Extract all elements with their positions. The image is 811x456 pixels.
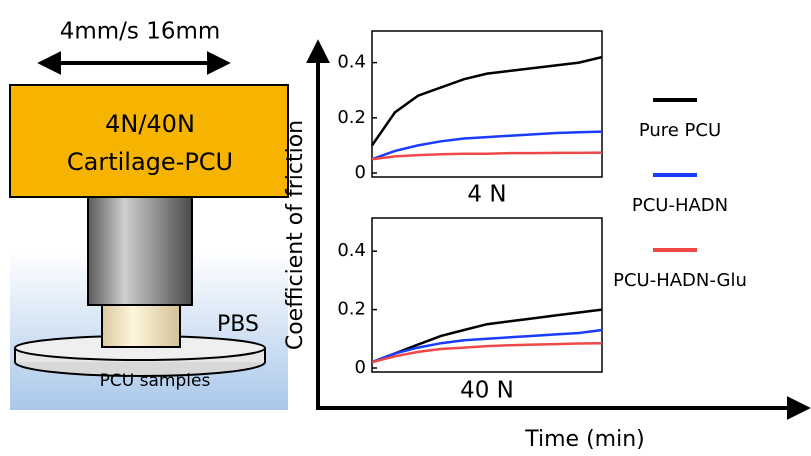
chart-title: 4 N [467, 182, 506, 208]
legend-label: Pure PCU [639, 120, 721, 141]
legend-label: PCU-HADN-Glu [613, 270, 747, 291]
series-line [371, 341, 603, 364]
y-tick-label: 0.4 [337, 52, 366, 73]
series-line [371, 308, 603, 364]
plot-frame [371, 217, 603, 373]
medium-label: PBS [217, 312, 259, 337]
legend-label: PCU-HADN [632, 195, 728, 216]
y-tick-label: 0.2 [337, 107, 366, 128]
y-tick-label: 0 [355, 357, 366, 378]
holder [87, 196, 193, 306]
y-axis-label: Coefficient of friction [283, 120, 308, 350]
series-line [371, 151, 603, 161]
pair-label: Cartilage-PCU [67, 148, 233, 176]
series-line [370, 55, 603, 147]
plot-frame [371, 30, 603, 178]
series-line [371, 130, 603, 161]
speed-label: 4mm/s 16mm [60, 19, 221, 45]
y-tick-label: 0.2 [337, 299, 366, 320]
load-label: 4N/40N [105, 110, 195, 138]
load-block [9, 84, 289, 198]
x-axis-label: Time (min) [524, 427, 645, 452]
sample-label: PCU samples [100, 371, 211, 391]
series-line [371, 328, 603, 364]
y-tick-label: 0 [355, 162, 366, 183]
cartilage [101, 304, 181, 348]
y-tick-label: 0.4 [337, 240, 366, 261]
chart-title: 40 N [460, 378, 514, 404]
